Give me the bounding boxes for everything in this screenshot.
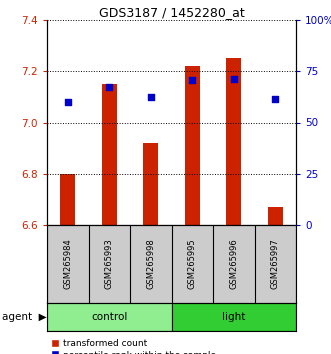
Bar <box>268 207 283 225</box>
Text: GSM265995: GSM265995 <box>188 239 197 289</box>
Title: GDS3187 / 1452280_at: GDS3187 / 1452280_at <box>99 6 244 19</box>
Bar <box>47 303 171 331</box>
Text: GSM265998: GSM265998 <box>146 239 155 289</box>
Text: control: control <box>91 312 127 322</box>
Bar <box>102 84 117 225</box>
Point <box>65 99 71 105</box>
Point <box>148 94 153 100</box>
Bar <box>171 303 296 331</box>
Point <box>273 97 278 102</box>
Text: GSM265997: GSM265997 <box>271 239 280 289</box>
Text: agent  ▶: agent ▶ <box>2 312 46 322</box>
Point <box>231 76 236 82</box>
Text: GSM265993: GSM265993 <box>105 239 114 289</box>
Legend: transformed count, percentile rank within the sample: transformed count, percentile rank withi… <box>52 339 216 354</box>
Bar <box>61 174 75 225</box>
Text: GSM265996: GSM265996 <box>229 239 238 289</box>
Bar <box>185 66 200 225</box>
Bar <box>143 143 158 225</box>
Text: light: light <box>222 312 246 322</box>
Text: GSM265984: GSM265984 <box>63 239 72 289</box>
Point <box>190 78 195 83</box>
Point <box>107 84 112 90</box>
Bar <box>226 58 241 225</box>
